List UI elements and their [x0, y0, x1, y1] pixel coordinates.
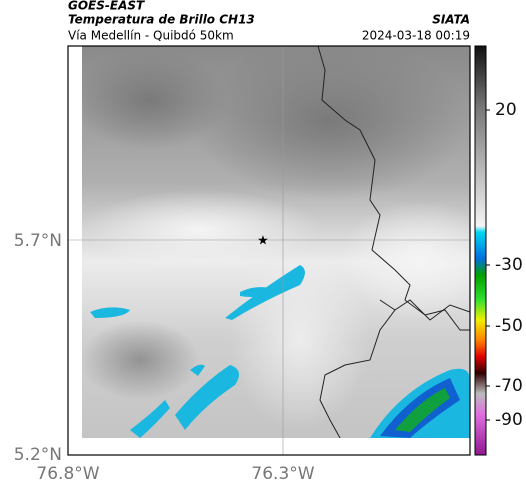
- route: Vía Medellín - Quibdó 50km: [68, 29, 234, 43]
- colorbar: [474, 45, 487, 456]
- product-title: Temperatura de Brillo CH13: [68, 13, 255, 27]
- colorbar-label: -50: [495, 316, 523, 336]
- timestamp: 2024-03-18 00:19: [362, 29, 470, 43]
- lat-label: 5.2°N: [14, 445, 62, 465]
- satellite-title: GOES-EAST: [68, 0, 145, 13]
- colorbar-label: -70: [495, 376, 523, 396]
- map-frame: [67, 45, 471, 456]
- colorbar-ticks: [486, 109, 490, 421]
- agency: SIATA: [432, 13, 470, 27]
- satellite-image: [82, 46, 470, 438]
- colorbar-label: -90: [495, 410, 523, 430]
- lon-label: 76.3°W: [251, 464, 314, 484]
- lon-label: 76.8°W: [36, 464, 99, 484]
- colorbar-label: 20: [495, 100, 517, 120]
- colorbar-label: -30: [495, 255, 523, 275]
- lat-label: 5.7°N: [14, 231, 62, 251]
- location-marker: ★: [257, 234, 269, 249]
